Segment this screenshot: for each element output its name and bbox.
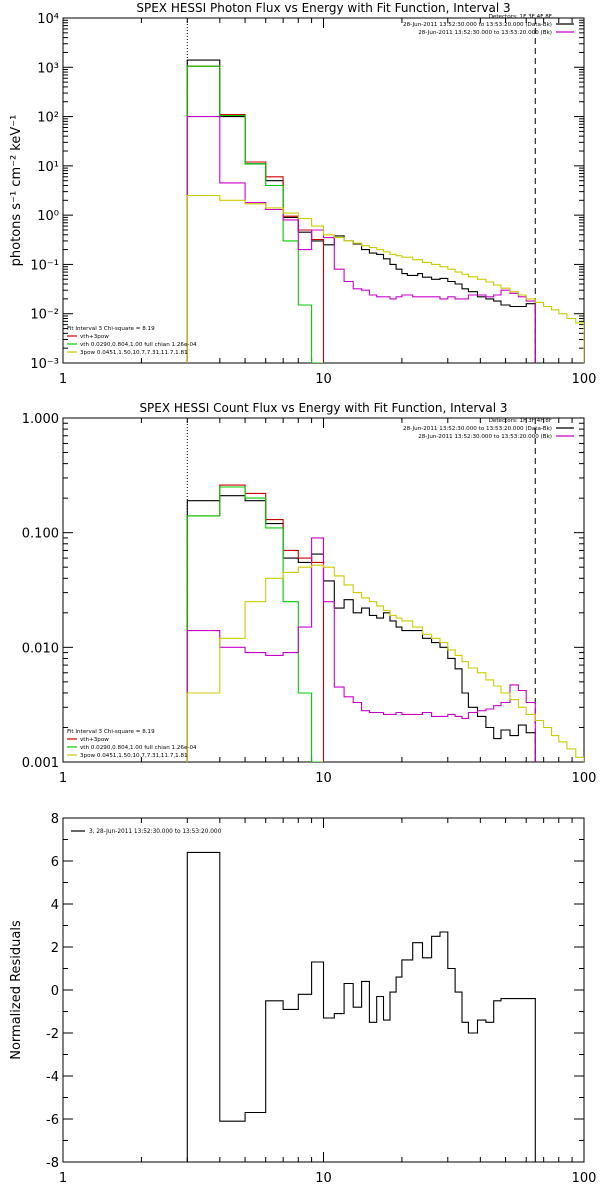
series-5-line	[186, 194, 584, 363]
y-tick-label: 0.100	[22, 527, 59, 542]
legend-entry: 3, 28-Jun-2011 13:52:30.000 to 13:53:20.…	[89, 829, 222, 835]
y-axis-label: photons s⁻¹ cm⁻² keV⁻¹	[9, 115, 24, 267]
y-tick-label: 10³	[37, 61, 59, 76]
legend-header-line: Detectors: 1F 3F 4F 8F	[489, 14, 552, 20]
y-tick-label: 8	[51, 812, 59, 827]
x-tick-label: 10	[315, 1171, 332, 1186]
chart-panel-1: SPEX HESSI Photon Flux vs Energy with Fi…	[9, 1, 596, 387]
series-3-line	[186, 486, 324, 762]
chart-title: SPEX HESSI Photon Flux vs Energy with Fi…	[136, 1, 510, 15]
x-tick-label: 10	[315, 771, 332, 786]
y-tick-label: 10²	[37, 111, 59, 126]
y-tick-label: 0.001	[22, 756, 59, 771]
y-tick-label: 6	[51, 855, 59, 870]
legend-header-line: 28-Jun-2011 13:52:30.000 to 13:53:20.000…	[403, 22, 552, 28]
series-2-line	[186, 484, 325, 762]
x-tick-label: 100	[572, 771, 597, 786]
x-tick-label: 1	[59, 771, 67, 786]
series-3-line	[186, 65, 324, 363]
y-tick-label: 10⁻³	[30, 357, 59, 372]
fit-text-line: 3pow 0.0451,1.50,10.7,7.31,11.7,1.81	[80, 350, 188, 356]
series-2-line	[186, 65, 325, 363]
y-tick-label: 10⁴	[37, 12, 59, 27]
fit-text-line: Fit Interval 3 Chi-square = 8.19	[67, 729, 155, 735]
series-1-line	[186, 59, 536, 363]
y-tick-label: 0.010	[22, 641, 59, 656]
legend-header-line: Detectors: 1F 3F 4F 8F	[489, 418, 552, 424]
series-1-line	[186, 495, 536, 762]
fit-text-line: vth+3pow	[80, 737, 109, 743]
x-tick-label: 100	[572, 372, 597, 387]
x-tick-label: 1	[59, 1171, 67, 1186]
y-tick-label: 1.000	[22, 412, 59, 427]
y-tick-label: -2	[46, 1027, 59, 1042]
legend-header-line: 28-Jun-2011 13:52:30.000 to 13:53:20.000…	[418, 434, 552, 440]
y-tick-label: -6	[46, 1113, 59, 1128]
fit-text-line: Fit Interval 3 Chi-square = 8.19	[67, 326, 155, 332]
x-tick-label: 1	[59, 372, 67, 387]
series-1-line	[186, 851, 536, 1162]
y-tick-label: 0	[51, 984, 59, 999]
y-tick-label: 2	[51, 941, 59, 956]
legend-header-line: 28-Jun-2011 13:52:30.000 to 13:53:20.000…	[418, 30, 552, 36]
series-4-line	[186, 537, 536, 762]
series-5-line	[186, 564, 584, 762]
y-tick-label: 10⁻¹	[30, 258, 59, 273]
y-tick-label: 10⁰	[37, 209, 59, 224]
legend-header-line: 28-Jun-2011 13:52:30.000 to 13:53:20.000…	[403, 426, 552, 432]
y-axis-label: Normalized Residuals	[9, 920, 24, 1060]
y-tick-label: 4	[51, 898, 59, 913]
y-tick-label: 10¹	[37, 160, 59, 175]
y-tick-label: 10⁻²	[30, 308, 59, 323]
fit-text-line: vth+3pow	[80, 334, 109, 340]
chart-panel-2: SPEX HESSI Count Flux vs Energy with Fit…	[22, 401, 597, 786]
y-tick-label: -4	[46, 1070, 59, 1085]
fit-text-line: vth 0.0290,0.804,1.00 full chian 1.26e-0…	[80, 342, 197, 348]
x-tick-label: 10	[315, 372, 332, 387]
series-4-line	[186, 116, 536, 363]
fit-text-line: vth 0.0290,0.804,1.00 full chian 1.26e-0…	[80, 745, 197, 751]
x-tick-label: 100	[572, 1171, 597, 1186]
chart-panel-3: Normalized Residuals 1 10 100 -8 -6 -4 -2 0 2 4 6 8 3…	[9, 812, 596, 1186]
fit-text-line: 3pow 0.0451,1.50,10.7,7.31,11.7,1.81	[80, 753, 188, 759]
chart-title: SPEX HESSI Count Flux vs Energy with Fit…	[139, 401, 507, 415]
y-tick-label: -8	[46, 1156, 59, 1171]
